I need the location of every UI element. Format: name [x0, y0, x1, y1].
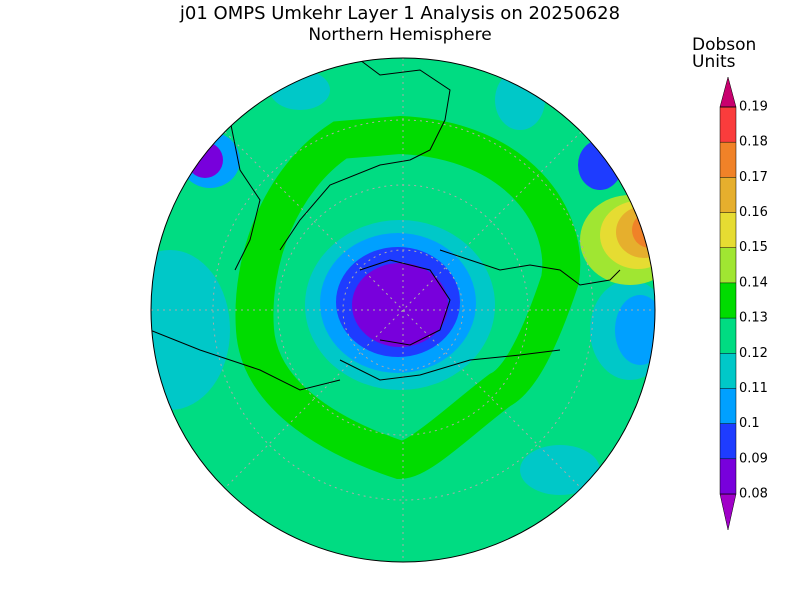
colorbar-band — [720, 247, 736, 283]
coastlines — [151, 59, 621, 391]
field-ring — [235, 115, 581, 480]
colorbar-band — [720, 318, 736, 354]
colorbar-label: 0.16 — [739, 205, 768, 220]
field-region — [616, 206, 655, 258]
subtitle: Northern Hemisphere — [308, 25, 491, 45]
field-region — [151, 250, 230, 410]
field-region — [645, 218, 655, 242]
graticule — [151, 58, 655, 562]
field-region — [270, 70, 330, 110]
colorbar: 0.08 0.09 0.1 0.11 0.12 0.13 0.14 0.15 0.16 0.17 0… — [719, 76, 768, 531]
colorbar-label: 0.08 — [739, 487, 768, 502]
colorbar-extend — [719, 76, 737, 108]
colorbar-label: 0.11 — [739, 381, 768, 396]
colorbar-title: Units — [692, 52, 736, 72]
field-region — [187, 142, 223, 178]
colorbar-band — [720, 212, 736, 248]
colorbar-label: 0.19 — [739, 100, 768, 115]
colorbar-band — [720, 142, 736, 178]
map-border — [150, 57, 656, 563]
colorbar-band — [720, 177, 736, 213]
colorbar-label: 0.17 — [739, 170, 768, 185]
colorbar-label: 0.1 — [739, 416, 760, 431]
colorbar-band — [720, 423, 736, 459]
colorbar-extend — [719, 493, 737, 531]
colorbar-label: 0.13 — [739, 311, 768, 326]
colorbar-title: Dobson — [692, 35, 756, 55]
colorbar-label: 0.09 — [739, 451, 768, 466]
colorbar-band — [720, 458, 736, 494]
title: j01 OMPS Umkehr Layer 1 Analysis on 2025… — [179, 3, 620, 24]
field-region — [520, 445, 600, 495]
field-region — [615, 295, 655, 365]
colorbar-band — [720, 388, 736, 424]
colorbar-label: 0.18 — [739, 135, 768, 150]
colorbar-band — [720, 282, 736, 319]
map — [151, 58, 655, 562]
field-region — [578, 140, 622, 190]
colorbar-band — [720, 107, 736, 143]
colorbar-label: 0.15 — [739, 240, 768, 255]
colorbar-band — [720, 353, 736, 389]
colorbar-label: 0.12 — [739, 346, 768, 361]
field-region — [352, 263, 448, 347]
colorbar-label: 0.14 — [739, 275, 768, 290]
